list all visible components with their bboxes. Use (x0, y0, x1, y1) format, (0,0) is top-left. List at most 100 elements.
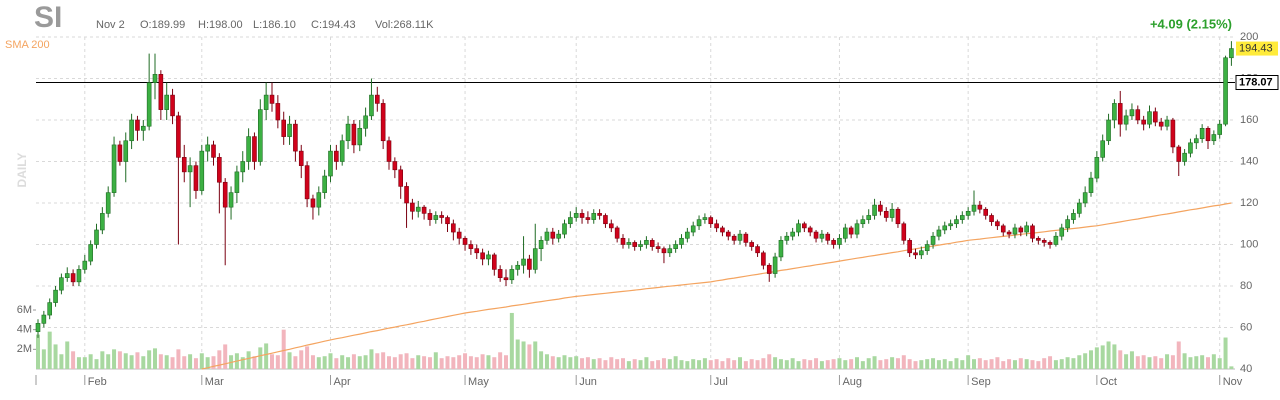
volume-bar (193, 358, 198, 369)
volume-bar (1188, 357, 1193, 369)
candle-body (813, 231, 819, 239)
candle-body (755, 246, 760, 254)
candle-body (562, 223, 567, 235)
candle-body (1030, 225, 1035, 239)
timeframe: DAILY (15, 153, 29, 188)
volume-bar (36, 334, 40, 369)
candle-body (304, 165, 310, 200)
candle-body (1047, 242, 1053, 245)
candle-body (597, 213, 602, 216)
candle-body (59, 277, 64, 291)
volume-bar (433, 352, 438, 369)
candle-body (620, 237, 626, 245)
candle-body (404, 186, 409, 204)
candle-body (345, 123, 351, 142)
candle-body (825, 233, 831, 241)
candle-body (287, 123, 292, 137)
candle-body (193, 165, 199, 191)
volume-bar (76, 357, 81, 369)
candle-body (854, 223, 860, 235)
candle-body (527, 258, 532, 270)
y-tick-label: 80 (1240, 280, 1252, 292)
candle-body (720, 227, 725, 233)
candle-body (831, 240, 836, 245)
volume-bar (1135, 356, 1140, 369)
volume-bar (1223, 337, 1228, 369)
volume-bar (708, 360, 713, 369)
volume-bar (404, 353, 409, 369)
candle-body (415, 206, 421, 212)
sma-legend: SMA 200 (5, 39, 50, 51)
volume-bar (1024, 359, 1029, 369)
candle-body (269, 94, 275, 104)
candle-body (94, 229, 99, 245)
candle-body (872, 204, 877, 216)
candle-body (135, 119, 140, 131)
candle-body (585, 217, 591, 220)
volume-bar (287, 352, 292, 369)
volume-bar (427, 357, 432, 369)
candle-body (351, 123, 357, 146)
volume-bar (954, 358, 959, 369)
candle-body (275, 103, 281, 121)
candle-body (959, 215, 965, 220)
volume-bar (270, 354, 274, 369)
candle-body (357, 128, 363, 146)
candle-body (948, 223, 953, 227)
candle-body (369, 94, 374, 117)
volume-bar (492, 357, 497, 369)
x-tick-label: Mar (205, 376, 224, 388)
volume-bar (1182, 353, 1187, 369)
candle-body (983, 208, 989, 216)
volume-bar (468, 356, 473, 369)
candle-body (1199, 128, 1205, 139)
candle-body (76, 269, 82, 283)
high: H:198.00 (198, 19, 243, 31)
candle-body (579, 213, 585, 218)
candle-body (298, 150, 304, 166)
candle-body (679, 237, 684, 245)
candle-body (895, 208, 901, 225)
volume-bar (580, 358, 585, 369)
candle-body (737, 233, 743, 241)
candle-body (544, 231, 550, 241)
volume-bar (82, 357, 87, 369)
volume-bar (1077, 355, 1082, 369)
candle-body (1158, 121, 1164, 127)
candle-body (883, 211, 889, 218)
volume-bar (550, 356, 555, 369)
candle-body (725, 231, 731, 237)
volume-bar (925, 359, 930, 369)
volume-bar (416, 355, 421, 369)
candle-body (1147, 111, 1152, 125)
candle-body (158, 74, 164, 110)
volume-bar (305, 346, 310, 369)
candle-body (807, 227, 813, 233)
volume-bar (603, 360, 608, 369)
volume-bar (960, 360, 965, 369)
candle-body (649, 240, 655, 247)
y-tick-label: 160 (1240, 114, 1258, 126)
x-tick-label: Oct (1100, 376, 1117, 388)
volume-bar (310, 355, 315, 369)
volume-bar (697, 360, 702, 369)
volume-bar (451, 357, 456, 369)
candle-body (1100, 140, 1105, 158)
candle-body (339, 140, 345, 162)
candle-body (222, 181, 228, 208)
volume-bar (831, 359, 836, 369)
candle-body (1006, 231, 1012, 235)
candle-body (240, 161, 246, 173)
candle-body (837, 237, 842, 245)
x-tick-label: Apr (334, 376, 351, 388)
volume-bar (1229, 366, 1234, 369)
volume-bar (556, 357, 561, 369)
close: C:194.43 (311, 19, 356, 31)
volume-bar (574, 356, 579, 369)
volume-bar (188, 354, 193, 369)
volume-bar (375, 353, 380, 369)
x-tick-label: Feb (88, 376, 107, 388)
y-tick-label: 60 (1240, 321, 1252, 333)
candle-body (995, 221, 1000, 227)
